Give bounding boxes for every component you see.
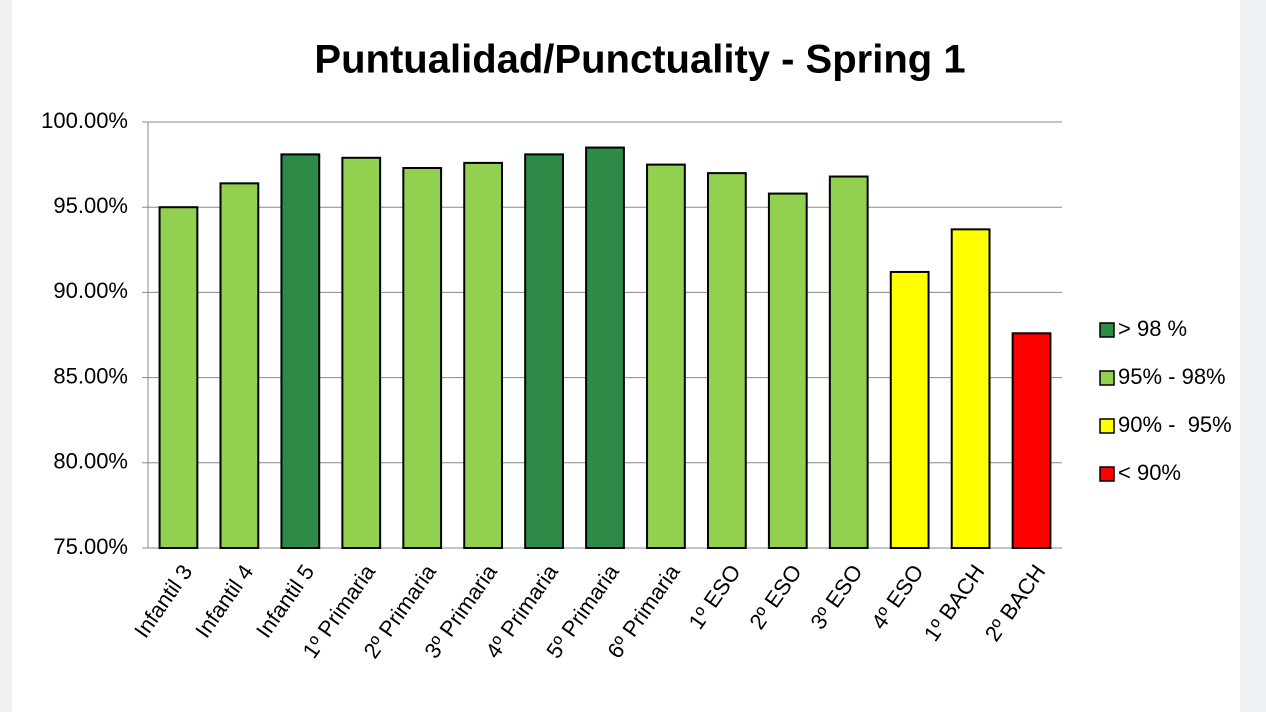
bar — [158, 206, 199, 549]
chart-title: Puntualidad/Punctuality - Spring 1 — [314, 38, 965, 82]
legend-label: > 98 % — [1118, 316, 1187, 341]
bar — [706, 172, 747, 549]
legend-swatch — [1099, 418, 1115, 434]
y-tick-label: 85.00% — [53, 363, 128, 388]
legend-label: 95% - 98% — [1118, 364, 1226, 389]
bar — [767, 192, 808, 549]
bar — [402, 167, 443, 549]
bar — [889, 270, 930, 549]
bar — [280, 153, 321, 549]
y-tick-label: 75.00% — [53, 534, 128, 559]
bar — [463, 161, 504, 549]
bar — [1011, 332, 1052, 549]
legend-label: < 90% — [1118, 460, 1181, 485]
bar — [524, 153, 564, 549]
bar — [646, 163, 686, 549]
y-tick-label: 90.00% — [53, 278, 128, 303]
legend-label: 90% - 95% — [1118, 412, 1232, 437]
bar — [828, 175, 869, 549]
legend-swatch — [1099, 466, 1115, 482]
bar — [585, 146, 625, 549]
y-tick-label: 100.00% — [41, 108, 128, 133]
y-tick-label: 95.00% — [53, 193, 128, 218]
bar — [341, 156, 382, 549]
legend-swatch — [1099, 322, 1115, 338]
legend-swatch — [1099, 370, 1115, 386]
bar — [950, 228, 991, 550]
bar — [219, 182, 260, 549]
y-tick-label: 80.00% — [53, 449, 128, 474]
